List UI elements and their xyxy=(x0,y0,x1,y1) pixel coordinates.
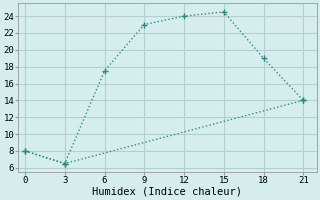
X-axis label: Humidex (Indice chaleur): Humidex (Indice chaleur) xyxy=(92,187,243,197)
